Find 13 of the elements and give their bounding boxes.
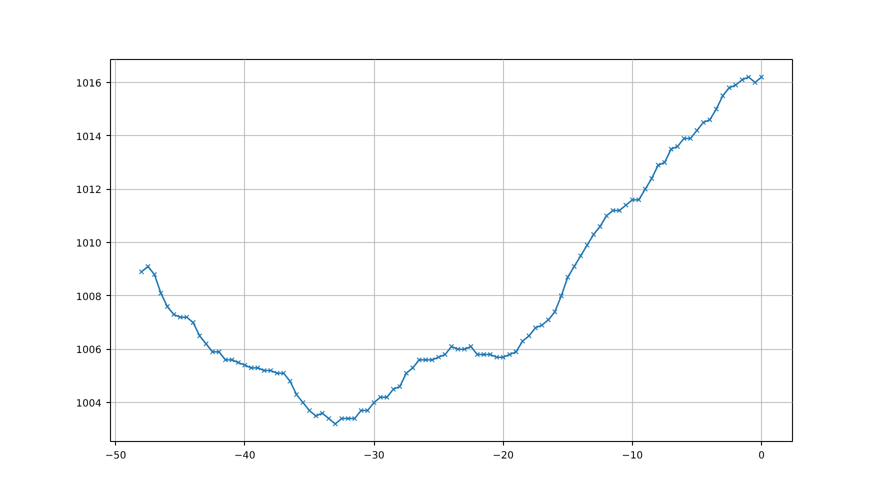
x-tick-label: −20 [492, 450, 514, 462]
x-tick-label: −10 [622, 450, 643, 462]
x-tick-label: 0 [758, 450, 765, 462]
x-tick-label: −40 [234, 450, 256, 462]
y-tick-label: 1006 [76, 345, 102, 356]
x-tick-label: −30 [363, 450, 385, 462]
x-tick-label: −50 [105, 450, 126, 462]
y-tick-label: 1010 [76, 238, 102, 250]
y-tick-label: 1014 [76, 132, 102, 143]
y-tick-label: 1004 [76, 398, 102, 410]
y-tick-label: 1008 [76, 292, 102, 303]
y-tick-label: 1012 [76, 185, 102, 196]
y-tick-label: 1016 [76, 78, 102, 90]
